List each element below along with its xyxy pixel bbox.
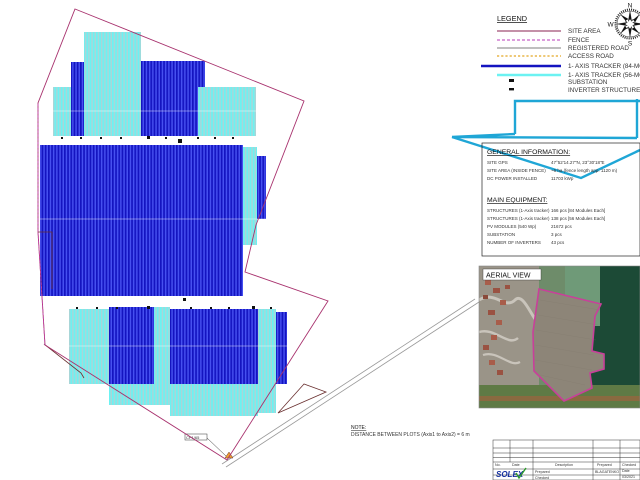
svg-text:REGISTERED ROAD: REGISTERED ROAD: [568, 45, 629, 52]
svg-text:S: S: [628, 41, 633, 48]
svg-text:SITE GPS: SITE GPS: [487, 160, 508, 165]
svg-text:11703 kWp: 11703 kWp: [551, 176, 574, 181]
svg-text:166 pcs [84 Modules Each]: 166 pcs [84 Modules Each]: [551, 208, 605, 213]
svg-text:SITE AREA (INSIDE FENCE): SITE AREA (INSIDE FENCE): [487, 168, 546, 173]
svg-text:LEGEND: LEGEND: [497, 14, 527, 23]
svg-text:AERIAL VIEW: AERIAL VIEW: [486, 273, 531, 280]
svg-text:NUMBER OF INVERTERS: NUMBER OF INVERTERS: [487, 240, 541, 245]
svg-text:SITE AREA: SITE AREA: [568, 28, 601, 35]
svg-text:STRUCTURES (1-Axis tracker): STRUCTURES (1-Axis tracker): [487, 208, 550, 213]
svg-text:SUBSTATION: SUBSTATION: [568, 79, 608, 86]
svg-text:GENERAL INFORMATION:: GENERAL INFORMATION:: [487, 149, 570, 156]
svg-text:03/2021: 03/2021: [622, 475, 635, 479]
svg-text:138 pcs [56 Modules Each]: 138 pcs [56 Modules Each]: [551, 216, 605, 221]
svg-text:1- AXIS TRACKER (84-MODULE: 1- AXIS TRACKER (84-MODULE: [568, 63, 640, 70]
svg-text:1- AXIS TRACKER (56-MODULE: 1- AXIS TRACKER (56-MODULE: [568, 72, 640, 79]
svg-text:Checked: Checked: [535, 476, 549, 480]
svg-text:No.: No.: [495, 463, 501, 467]
svg-text:Checked: Checked: [622, 463, 636, 467]
svg-text:INVERTER STRUCTURE: INVERTER STRUCTURE: [568, 87, 640, 94]
svg-text:Description: Description: [555, 463, 573, 467]
svg-text:PV MODULES (540 Wp): PV MODULES (540 Wp): [487, 224, 537, 229]
svg-text:MAIN EQUIPMENT:: MAIN EQUIPMENT:: [487, 197, 548, 204]
svg-text:Date: Date: [622, 469, 630, 473]
svg-text:NOTE:: NOTE:: [351, 425, 366, 431]
svg-text:N: N: [628, 3, 633, 10]
svg-text:DC POWER INSTALLED: DC POWER INSTALLED: [487, 176, 538, 181]
svg-text:~6 ha (fence length app. 1120: ~6 ha (fence length app. 1120 m): [551, 168, 618, 173]
svg-text:Prepared: Prepared: [535, 470, 550, 474]
svg-text:W: W: [607, 21, 614, 28]
svg-text:Prepared: Prepared: [597, 463, 612, 467]
svg-text:43 pcs: 43 pcs: [551, 240, 565, 245]
svg-text:ACCESS ROAD: ACCESS ROAD: [568, 53, 614, 60]
svg-text:STRUCTURES (1-Axis tracker): STRUCTURES (1-Axis tracker): [487, 216, 550, 221]
svg-text:FENCE: FENCE: [568, 37, 589, 44]
svg-text:Date: Date: [512, 463, 520, 467]
svg-text:3 pcs: 3 pcs: [551, 232, 563, 237]
svg-text:BLAGATENKO: BLAGATENKO: [595, 470, 619, 474]
svg-text:47°52'14.27"N, 23°30'18"E: 47°52'14.27"N, 23°30'18"E: [551, 160, 605, 165]
svg-text:21672 pcs: 21672 pcs: [551, 224, 573, 229]
svg-text:SUBSTATION: SUBSTATION: [487, 232, 515, 237]
svg-text:DISTANCE BETWEEN PLOTS (Axis1: DISTANCE BETWEEN PLOTS (Axis1 to Axis2) …: [351, 432, 470, 438]
